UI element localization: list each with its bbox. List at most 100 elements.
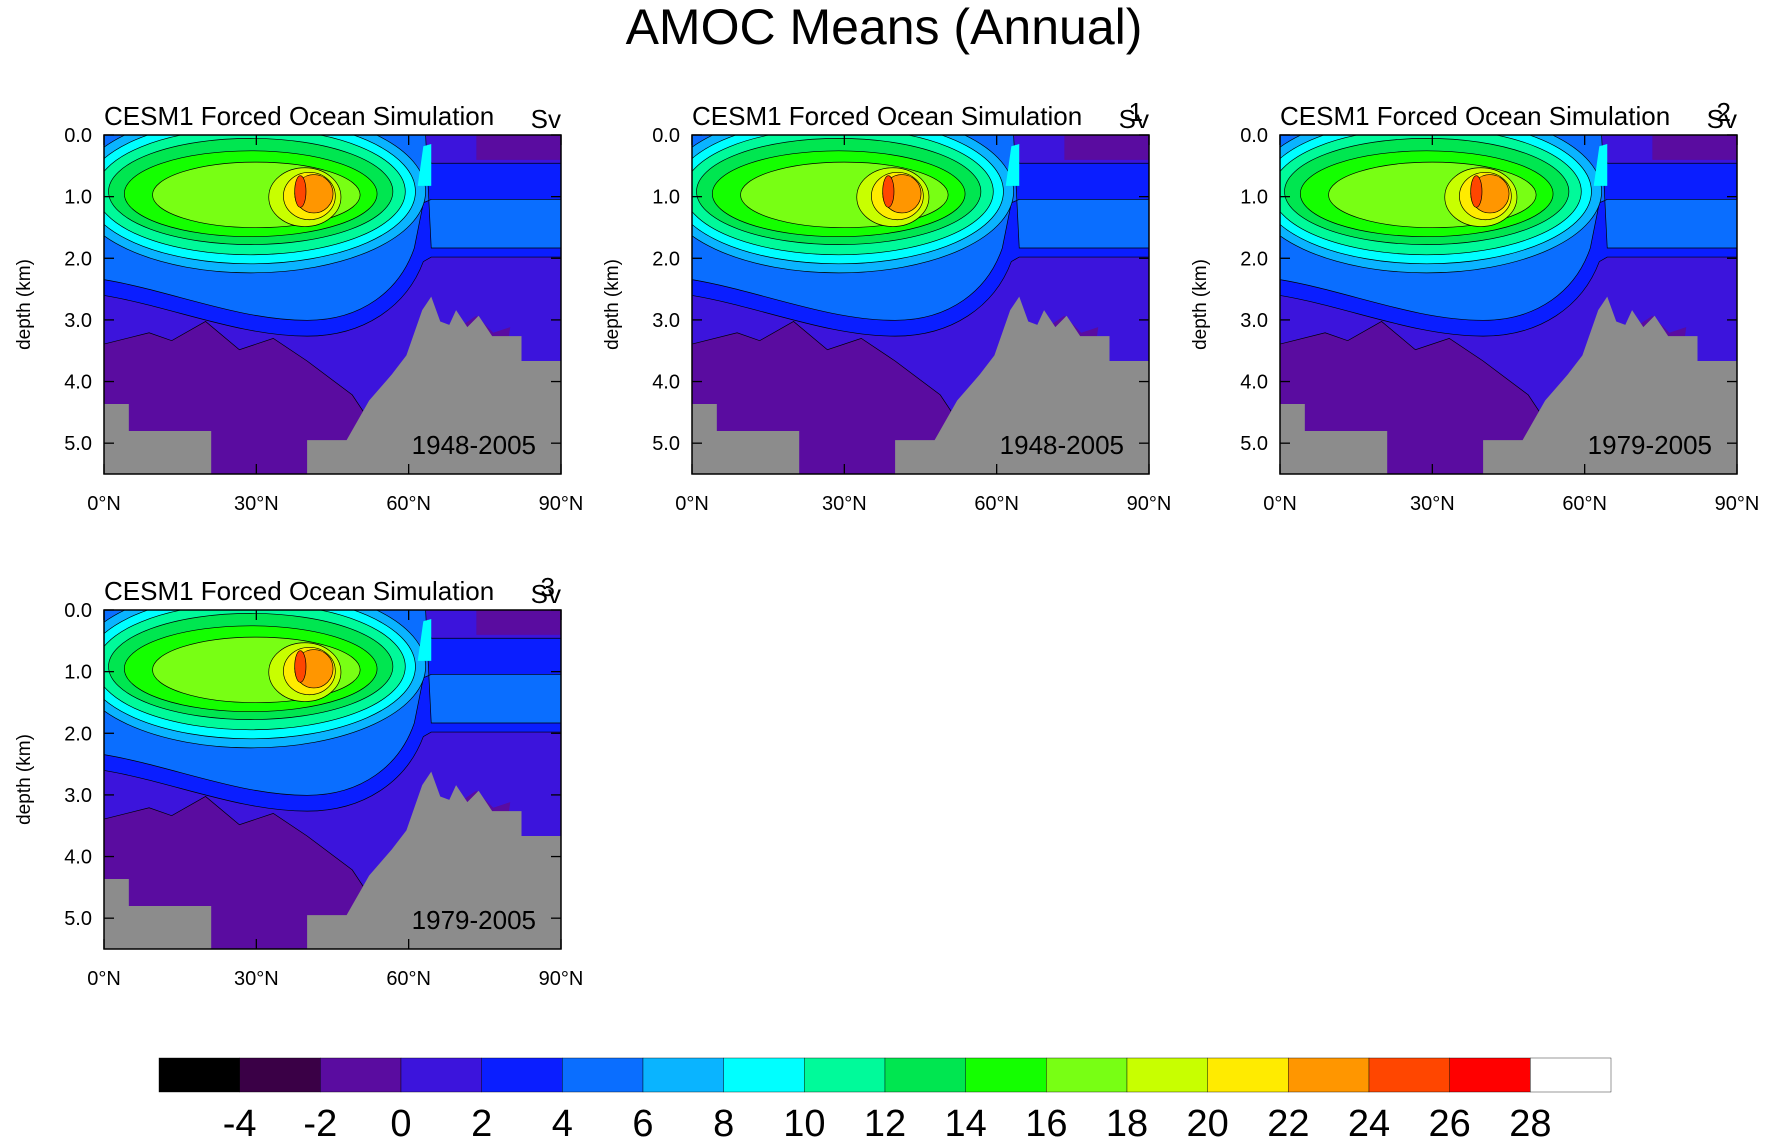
y-tick-label: 1.0: [1240, 187, 1268, 209]
panel: 0.0 1.0 2.0 3.0 4.0 5.0 0°N 30°N 60°N 90°N depth (…: [14, 572, 583, 990]
period-label: 1948-2005: [1000, 430, 1124, 460]
colorbar-label: 12: [864, 1103, 906, 1139]
y-tick-label: 3.0: [1240, 310, 1268, 332]
x-tick-label: 0°N: [87, 968, 121, 990]
colorbar-label: 0: [390, 1103, 411, 1139]
y-tick-label: 0.0: [64, 125, 92, 147]
y-tick-label: 2.0: [64, 723, 92, 745]
period-label: 1979-2005: [412, 905, 536, 935]
x-tick-label: 30°N: [234, 493, 279, 515]
y-tick-label: 1.0: [64, 187, 92, 209]
colorbar-box: [1530, 1057, 1612, 1093]
panel-index: 3: [541, 572, 555, 602]
colorbar-box: [400, 1057, 482, 1093]
panel-title: CESM1 Forced Ocean Simulation: [1280, 101, 1670, 131]
y-tick-label: 4.0: [652, 372, 680, 394]
colorbar-label: 26: [1429, 1103, 1471, 1139]
y-tick-label: 5.0: [64, 433, 92, 455]
x-tick-label: 60°N: [386, 968, 431, 990]
colorbar-box: [158, 1057, 240, 1093]
y-tick-label: 3.0: [652, 310, 680, 332]
x-tick-label: 90°N: [1715, 493, 1760, 515]
colorbar-box: [1288, 1057, 1370, 1093]
y-axis-label: depth (km): [14, 734, 35, 825]
colorbar-label: 14: [945, 1103, 987, 1139]
y-tick-label: 0.0: [652, 125, 680, 147]
y-tick-label: 0.0: [64, 600, 92, 622]
y-tick-label: 2.0: [64, 248, 92, 270]
colorbar-box: [884, 1057, 966, 1093]
y-axis-label: depth (km): [1190, 259, 1211, 350]
colorbar-label: -2: [303, 1103, 337, 1139]
panel-unit: Sv: [1707, 104, 1737, 134]
x-tick-label: 60°N: [386, 493, 431, 515]
colorbar-box: [723, 1057, 805, 1093]
x-tick-label: 90°N: [539, 968, 584, 990]
panel-unit: Sv: [531, 579, 561, 609]
plot-frame: [103, 609, 562, 950]
colorbar-label: 20: [1187, 1103, 1229, 1139]
colorbar-label: 18: [1106, 1103, 1148, 1139]
colorbar-label: 10: [783, 1103, 825, 1139]
colorbar-box: [1207, 1057, 1289, 1093]
panel-unit: Sv: [531, 104, 561, 134]
colorbar-box: [1449, 1057, 1531, 1093]
panel: 0.0 1.0 2.0 3.0 4.0 5.0 0°N 30°N 60°N 90°N depth (…: [1190, 97, 1759, 515]
panel-title: CESM1 Forced Ocean Simulation: [104, 576, 494, 606]
colorbar-label: 4: [552, 1103, 573, 1139]
y-tick-label: 0.0: [1240, 125, 1268, 147]
x-tick-label: 30°N: [1410, 493, 1455, 515]
colorbar-label: 16: [1025, 1103, 1067, 1139]
y-axis-label: depth (km): [14, 259, 35, 350]
x-tick-label: 90°N: [1127, 493, 1172, 515]
y-axis-label: depth (km): [602, 259, 623, 350]
y-tick-label: 1.0: [652, 187, 680, 209]
colorbar-box: [1368, 1057, 1450, 1093]
panel: 0.0 1.0 2.0 3.0 4.0 5.0 0°N 30°N 60°N 90°N depth (…: [602, 97, 1171, 515]
colorbar-label: 2: [471, 1103, 492, 1139]
x-tick-label: 30°N: [234, 968, 279, 990]
colorbar-label: 22: [1267, 1103, 1309, 1139]
y-tick-label: 2.0: [1240, 248, 1268, 270]
y-tick-label: 3.0: [64, 310, 92, 332]
y-tick-label: 3.0: [64, 785, 92, 807]
colorbar-box: [1126, 1057, 1208, 1093]
x-tick-label: 90°N: [539, 493, 584, 515]
period-label: 1979-2005: [1588, 430, 1712, 460]
panel-title: CESM1 Forced Ocean Simulation: [104, 101, 494, 131]
x-tick-label: 0°N: [675, 493, 709, 515]
contour-field: [692, 135, 1149, 474]
panel-index: 1: [1129, 97, 1143, 127]
y-tick-label: 4.0: [1240, 372, 1268, 394]
y-tick-label: 4.0: [64, 847, 92, 869]
colorbar-label: 6: [632, 1103, 653, 1139]
colorbar-label: 24: [1348, 1103, 1390, 1139]
panel: 0.0 1.0 2.0 3.0 4.0 5.0 0°N 30°N 60°N 90°N depth (…: [14, 101, 583, 515]
colorbar-box: [965, 1057, 1047, 1093]
colorbar-box: [642, 1057, 724, 1093]
y-tick-label: 5.0: [64, 908, 92, 930]
colorbar-box: [562, 1057, 644, 1093]
colorbar-box: [239, 1057, 321, 1093]
plot-frame: [1279, 134, 1738, 475]
colorbar-box: [481, 1057, 563, 1093]
colorbar-box: [320, 1057, 402, 1093]
colorbar-label: 28: [1509, 1103, 1551, 1139]
contour-field: [104, 610, 561, 949]
x-tick-label: 60°N: [974, 493, 1019, 515]
x-tick-label: 30°N: [822, 493, 867, 515]
x-tick-label: 0°N: [1263, 493, 1297, 515]
y-tick-label: 4.0: [64, 372, 92, 394]
y-tick-label: 5.0: [652, 433, 680, 455]
colorbar-box: [804, 1057, 886, 1093]
panel-index: 2: [1717, 97, 1731, 127]
colorbar-box: [1046, 1057, 1128, 1093]
period-label: 1948-2005: [412, 430, 536, 460]
colorbar-label: -4: [223, 1103, 257, 1139]
panel-title: CESM1 Forced Ocean Simulation: [692, 101, 1082, 131]
y-tick-label: 1.0: [64, 662, 92, 684]
y-tick-label: 5.0: [1240, 433, 1268, 455]
figure-title: AMOC Means (Annual): [626, 0, 1143, 55]
plot-frame: [691, 134, 1150, 475]
